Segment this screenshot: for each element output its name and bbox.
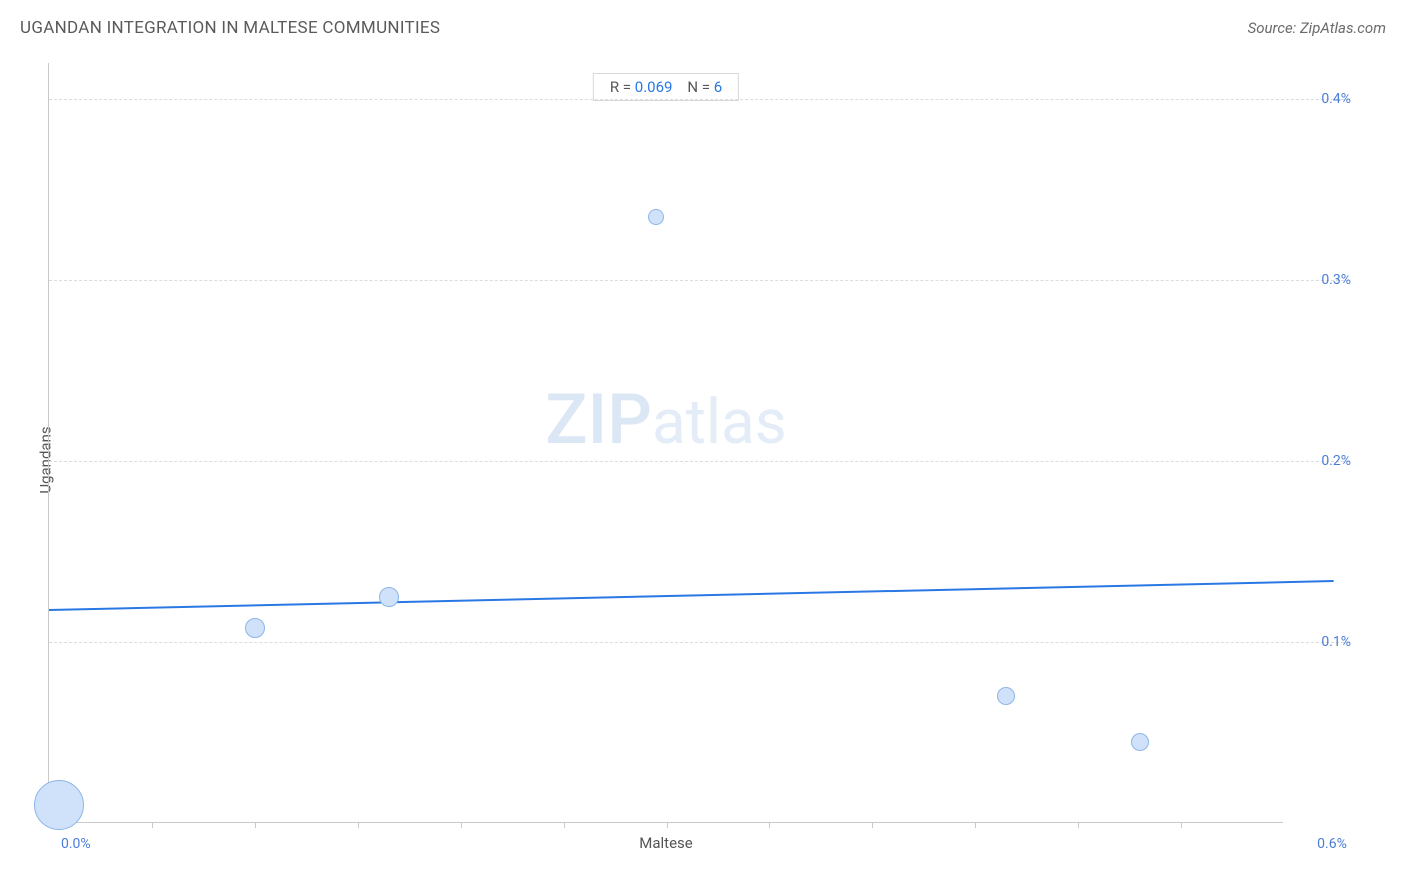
xtick-minor [461, 822, 462, 828]
gridline-h [49, 280, 1349, 281]
gridline-h [49, 642, 1349, 643]
xtick-minor [564, 822, 565, 828]
watermark-zip: ZIP [545, 379, 652, 461]
gridline-h [49, 99, 1349, 100]
chart-title: UGANDAN INTEGRATION IN MALTESE COMMUNITI… [20, 18, 440, 38]
xtick-minor [152, 822, 153, 828]
watermark: ZIPatlas [545, 379, 787, 461]
scatter-point [1131, 733, 1149, 751]
ytick-label: 0.2% [1321, 453, 1351, 469]
r-value: 0.069 [635, 78, 673, 96]
source-attribution: Source: ZipAtlas.com [1248, 19, 1386, 37]
r-label: R = [610, 78, 635, 96]
xtick-label: 0.6% [1317, 836, 1347, 852]
ytick-label: 0.1% [1321, 634, 1351, 650]
scatter-point [245, 618, 265, 638]
scatter-point [648, 209, 664, 225]
ytick-label: 0.3% [1321, 272, 1351, 288]
ytick-label: 0.4% [1321, 91, 1351, 107]
scatter-point [379, 587, 399, 607]
chart-container: Ugandans ZIPatlas R = 0.069 N = 6 Maltes… [48, 55, 1386, 865]
plot-region: ZIPatlas R = 0.069 N = 6 Maltese 0.1%0.2… [48, 63, 1283, 823]
scatter-point [997, 687, 1015, 705]
xtick-minor [975, 822, 976, 828]
xtick-minor [872, 822, 873, 828]
xtick-minor [1078, 822, 1079, 828]
trend-line [49, 581, 1334, 612]
stats-box: R = 0.069 N = 6 [593, 73, 739, 101]
xtick-minor [1181, 822, 1182, 828]
gridline-h [49, 461, 1349, 462]
xtick-minor [358, 822, 359, 828]
xtick-minor [255, 822, 256, 828]
n-value: 6 [714, 78, 722, 96]
xtick-label: 0.0% [61, 836, 91, 852]
watermark-atlas: atlas [652, 386, 787, 459]
n-label: N = [687, 78, 713, 96]
xtick-minor [667, 822, 668, 828]
scatter-point [34, 780, 84, 830]
x-axis-label: Maltese [639, 834, 692, 852]
xtick-minor [769, 822, 770, 828]
